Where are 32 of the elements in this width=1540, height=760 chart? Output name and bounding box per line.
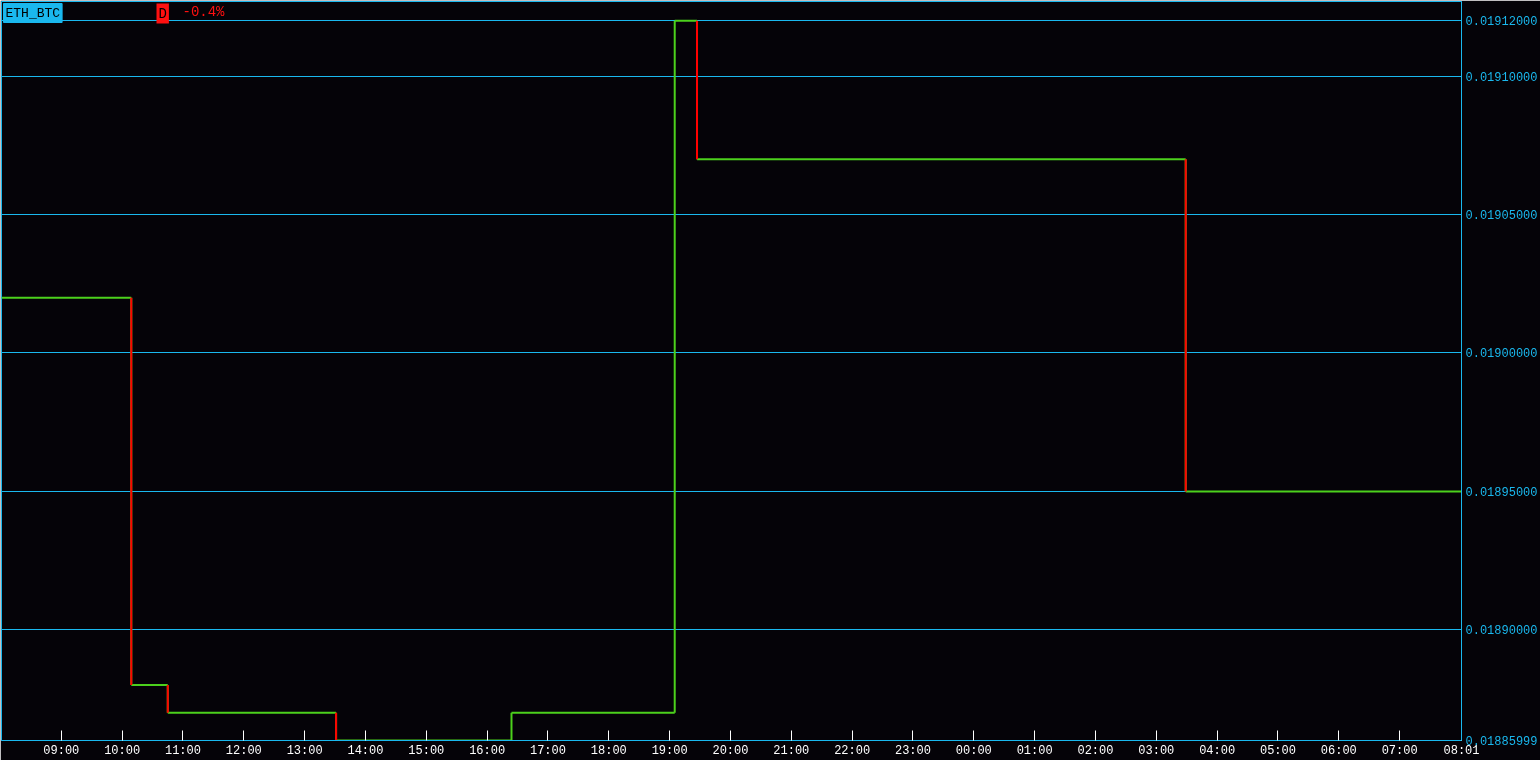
x-tick-label: 13:00 (286, 743, 323, 758)
x-tick-label: 20:00 (712, 743, 749, 758)
chart-title: ETH_BTC (5, 5, 61, 21)
annotation: -0.4% (182, 3, 226, 20)
x-tick-label: 10:00 (104, 743, 141, 758)
annotation: D (158, 5, 167, 22)
x-tick-label: 18:00 (590, 743, 627, 758)
x-tick-label: 02:00 (1077, 743, 1114, 758)
x-tick-label: 23:00 (894, 743, 931, 758)
y-tick-label: 0.01900000 (1465, 347, 1538, 362)
x-tick-label: 05:00 (1259, 743, 1296, 758)
x-tick-label: 21:00 (773, 743, 810, 758)
x-tick-label: 07:00 (1381, 743, 1418, 758)
y-tick-label: 0.01912000 (1465, 15, 1538, 30)
x-tick-label: 11:00 (164, 743, 201, 758)
y-tick-label: 0.01910000 (1465, 70, 1538, 85)
x-tick-label: 17:00 (529, 743, 566, 758)
x-tick-label: 15:00 (408, 743, 445, 758)
x-tick-label: 03:00 (1138, 743, 1175, 758)
x-tick-label: 16:00 (469, 743, 506, 758)
x-tick-label: 04:00 (1199, 743, 1236, 758)
y-tick-label: 0.01890000 (1465, 624, 1538, 639)
y-tick-label: 0.01895000 (1465, 485, 1538, 500)
x-tick-label: 06:00 (1320, 743, 1357, 758)
x-tick-label: 22:00 (834, 743, 871, 758)
x-tick-label: 09:00 (43, 743, 80, 758)
x-tick-label: 19:00 (651, 743, 688, 758)
x-tick-label: 14:00 (347, 743, 384, 758)
x-tick-label: 00:00 (955, 743, 992, 758)
x-tick-label: 12:00 (225, 743, 262, 758)
y-tick-label: 0.01905000 (1465, 209, 1538, 224)
x-tick-label: 01:00 (1016, 743, 1053, 758)
